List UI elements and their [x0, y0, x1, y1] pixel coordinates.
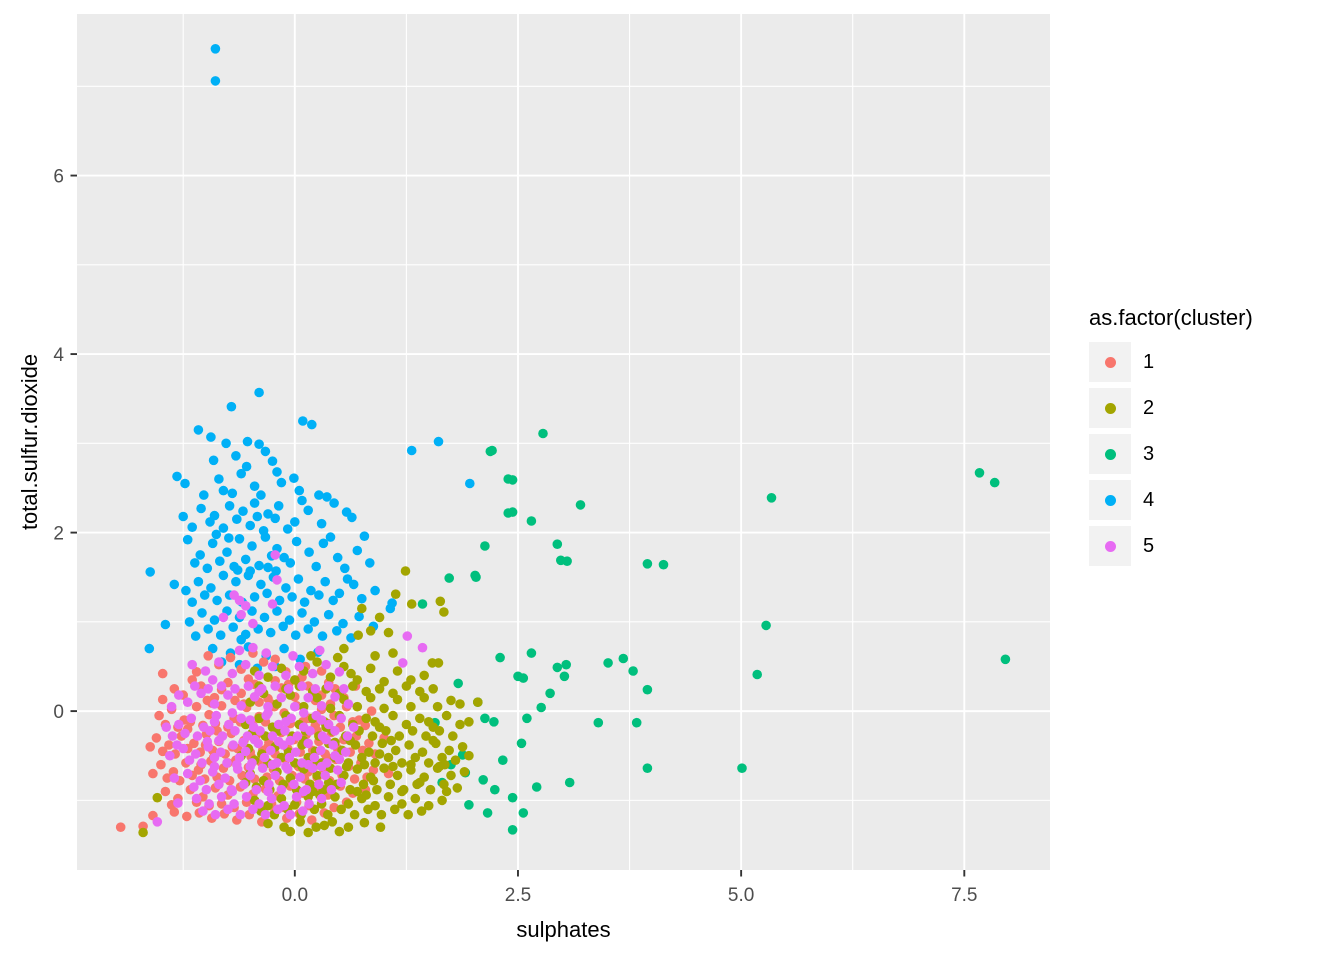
legend-item-cluster-5: 5: [1089, 526, 1253, 566]
legend-items: 1 2 3 4 5: [1089, 342, 1253, 566]
legend-key-swatch: [1089, 434, 1131, 474]
legend-item-label: 2: [1143, 396, 1155, 419]
legend-item-label: 3: [1143, 442, 1155, 465]
y-axis-title: total.sulfur.dioxide: [17, 353, 42, 531]
major-gridlines: [77, 14, 1050, 870]
legend-key-swatch: [1089, 388, 1131, 428]
x-tick-labels: 0.0 2.5 5.0 7.5: [282, 885, 978, 906]
legend-key-swatch: [1089, 526, 1131, 566]
legend-item-cluster-2: 2: [1089, 388, 1253, 428]
y-tick-label: 2: [53, 524, 64, 545]
legend-point-icon: [1104, 448, 1116, 460]
x-tick-label: 0.0: [282, 885, 308, 906]
axis-tick-marks: [70, 174, 966, 877]
plot-panel: [77, 14, 1050, 870]
legend-point-icon: [1104, 540, 1116, 552]
legend-title: as.factor(cluster): [1089, 305, 1253, 330]
y-tick-label: 4: [53, 345, 64, 366]
legend: as.factor(cluster) 1 2 3 4 5: [1089, 305, 1253, 572]
x-tick-label: 2.5: [505, 885, 531, 906]
legend-item-label: 1: [1143, 350, 1155, 373]
legend-key-swatch: [1089, 480, 1131, 520]
legend-point-icon: [1104, 356, 1116, 368]
legend-point-icon: [1104, 494, 1116, 506]
legend-item-label: 5: [1143, 534, 1155, 557]
x-tick-label: 7.5: [951, 885, 977, 906]
y-tick-label: 0: [53, 702, 64, 723]
series-cluster-5-points: [152, 550, 428, 827]
x-tick-label: 5.0: [728, 885, 754, 906]
y-tick-label: 6: [53, 167, 64, 188]
legend-key-swatch: [1089, 342, 1131, 382]
legend-item-cluster-1: 1: [1089, 342, 1253, 382]
minor-gridlines: [77, 14, 1050, 870]
legend-point-icon: [1104, 402, 1116, 414]
legend-item-cluster-4: 4: [1089, 480, 1253, 520]
y-tick-labels: 0 2 4 6: [53, 167, 64, 724]
legend-item-label: 4: [1143, 488, 1155, 511]
legend-item-cluster-3: 3: [1089, 434, 1253, 474]
x-axis-title: sulphates: [516, 917, 611, 942]
